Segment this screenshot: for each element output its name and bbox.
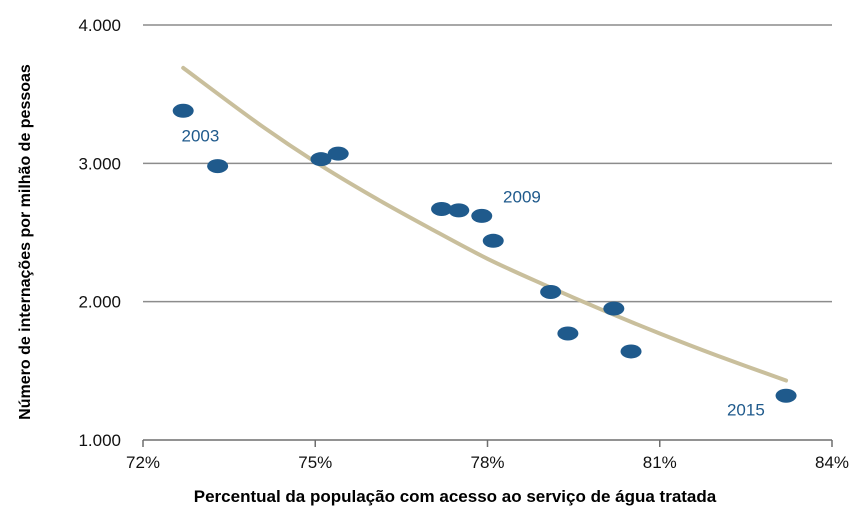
tick-labels: 72% 75% 78% 81% 84% 1.000 2.000 3.000 4.000: [78, 16, 849, 472]
annotations: 2003 2009 2015: [182, 127, 765, 420]
grid-lines: [143, 24, 832, 303]
trendline-layer: [181, 65, 789, 383]
x-tick-label: 78%: [470, 453, 504, 472]
data-point: [603, 301, 625, 316]
annotation-2003: 2003: [182, 127, 220, 146]
x-tick-label: 75%: [298, 453, 332, 472]
y-tick-label: 1.000: [78, 431, 121, 450]
y-axis-label: Número de internações por milhão de pess…: [17, 64, 34, 420]
annotation-2009: 2009: [503, 188, 541, 207]
data-point: [327, 146, 349, 161]
y-tick-label: 2.000: [78, 293, 121, 312]
x-tick-label: 72%: [126, 453, 160, 472]
data-point: [207, 159, 229, 174]
data-point: [540, 284, 562, 299]
trendline: [181, 65, 789, 383]
data-point: [431, 201, 453, 216]
x-axis-label: Percentual da população com acesso ao se…: [194, 487, 717, 506]
data-point: [471, 208, 493, 223]
data-point: [557, 326, 579, 341]
data-point: [482, 233, 504, 248]
data-point: [172, 103, 194, 118]
y-tick-label: 4.000: [78, 16, 121, 35]
data-point: [448, 203, 470, 218]
data-point: [620, 344, 642, 359]
annotation-2015: 2015: [727, 401, 765, 420]
data-point: [775, 388, 797, 403]
axes: [142, 439, 833, 447]
data-point: [310, 152, 332, 167]
data-points: [172, 103, 797, 403]
x-tick-label: 84%: [815, 453, 849, 472]
x-tick-label: 81%: [643, 453, 677, 472]
y-tick-label: 3.000: [78, 154, 121, 173]
